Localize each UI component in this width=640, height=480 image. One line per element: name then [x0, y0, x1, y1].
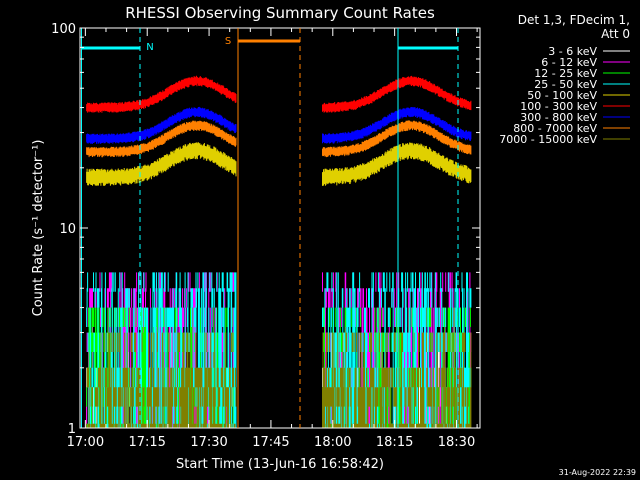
legend-label-4: 50 - 100 keV: [527, 89, 597, 102]
series-trace-4-1: [322, 142, 472, 186]
legend-header-line-1: Det 1,3, FDecim 1,: [518, 13, 630, 27]
x-tick-label-1: 17:15: [128, 435, 165, 450]
series-trace-8-0: [86, 332, 237, 428]
x-tick-label-4: 18:00: [314, 435, 351, 450]
series-trace-4-0: [86, 142, 237, 186]
x-tick-label-3: 17:45: [252, 435, 289, 450]
x-tick-label-5: 18:15: [376, 435, 413, 450]
series-trace-6-1: [322, 107, 472, 144]
legend-label-5: 100 - 300 keV: [520, 100, 597, 113]
x-tick-label-6: 18:30: [438, 435, 475, 450]
y-axis-ticks: 1 10 100: [51, 22, 480, 437]
legend-label-6: 300 - 800 keV: [520, 111, 597, 124]
y-axis-label: Count Rate (s⁻¹ detector⁻¹): [31, 140, 46, 317]
legend-label-3: 25 - 50 keV: [534, 78, 597, 91]
saa-label: S: [225, 36, 231, 47]
series-trace-7-0: [86, 120, 237, 158]
y-tick-label-2: 100: [51, 22, 76, 37]
series-trace-5-1: [322, 75, 472, 113]
legend-label-1: 6 - 12 keV: [541, 56, 597, 69]
x-tick-label-0: 17:00: [67, 435, 104, 450]
footer-timestamp: 31-Aug-2022 22:39: [559, 468, 636, 477]
x-axis-ticks: 17:00 17:15 17:30 17:45 18:00 18:15 18:30: [67, 28, 478, 450]
chart-title: RHESSI Observing Summary Count Rates: [125, 4, 435, 22]
y-tick-label-1: 10: [59, 222, 76, 237]
x-axis-label: Start Time (13-Jun-16 16:58:42): [176, 457, 384, 472]
series-trace-5-0: [86, 75, 237, 113]
series-trace-6-0: [86, 106, 237, 144]
x-tick-label-2: 17:30: [190, 435, 227, 450]
series-trace-8-1: [322, 332, 472, 428]
y-tick-label-0: 1: [68, 422, 76, 437]
night-label: N: [146, 42, 153, 53]
legend-label-7: 800 - 7000 keV: [513, 122, 597, 135]
legend-header-line-2: Att 0: [601, 27, 630, 41]
legend-label-8: 7000 - 15000 keV: [499, 133, 597, 146]
legend-label-2: 12 - 25 keV: [534, 67, 597, 80]
series-trace-7-1: [322, 120, 472, 158]
plot-area: NS: [79, 27, 481, 429]
legend-label-0: 3 - 6 keV: [548, 45, 597, 58]
